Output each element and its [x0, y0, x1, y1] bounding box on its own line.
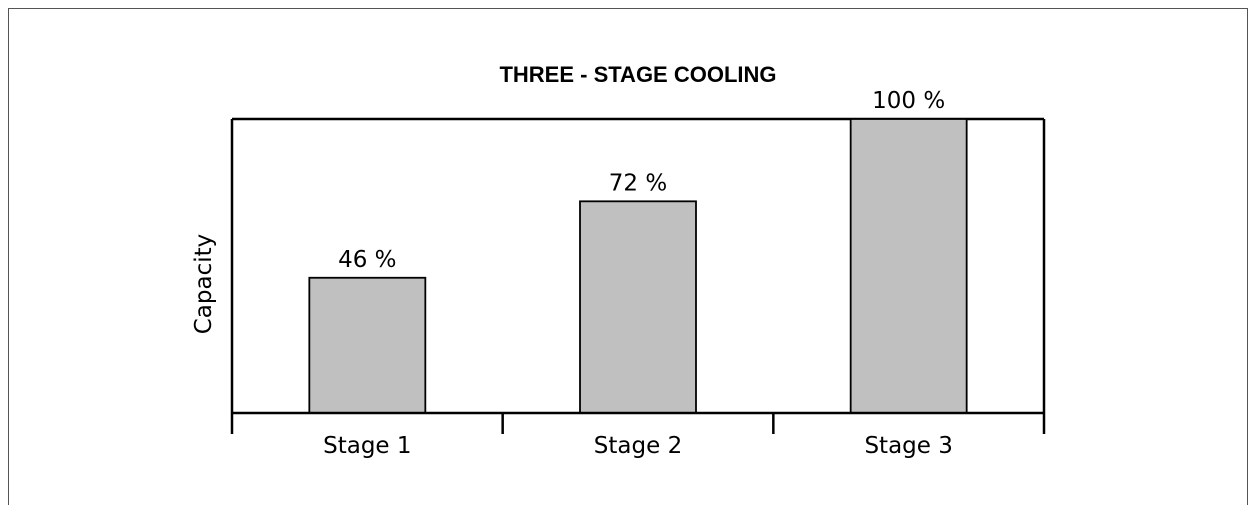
x-tick-label-2: Stage 2	[594, 433, 682, 459]
bar-3	[849, 118, 968, 414]
plot-area: 46 % 72 % 100 % Stage 1 Stage 2 Stage 3	[230, 88, 1046, 459]
y-axis-label: Capacity	[191, 234, 217, 335]
data-label-2: 72 %	[609, 170, 667, 196]
x-tick-label-3: Stage 3	[864, 433, 952, 459]
bar-2	[579, 200, 697, 414]
data-label-3: 100 %	[872, 88, 945, 114]
chart-title: THREE - STAGE COOLING	[499, 62, 776, 87]
x-tick-label-1: Stage 1	[323, 433, 411, 459]
data-label-1: 46 %	[338, 247, 396, 273]
bar-1	[308, 276, 427, 414]
figure-frame	[8, 8, 1248, 505]
